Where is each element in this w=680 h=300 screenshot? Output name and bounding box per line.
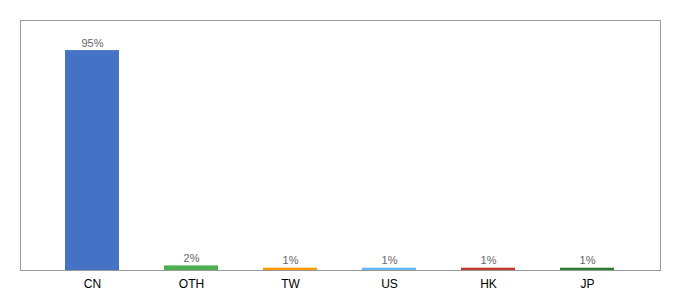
svg-text:1%: 1%: [580, 254, 596, 266]
svg-text:OTH: OTH: [179, 277, 204, 291]
svg-text:TW: TW: [281, 277, 300, 291]
svg-text:1%: 1%: [283, 254, 299, 266]
svg-text:CN: CN: [84, 277, 101, 291]
svg-text:HK: HK: [480, 277, 497, 291]
svg-text:JP: JP: [580, 277, 594, 291]
svg-text:2%: 2%: [184, 252, 200, 264]
svg-text:1%: 1%: [382, 254, 398, 266]
svg-text:95%: 95%: [81, 37, 103, 49]
svg-text:US: US: [381, 277, 398, 291]
svg-text:1%: 1%: [481, 254, 497, 266]
